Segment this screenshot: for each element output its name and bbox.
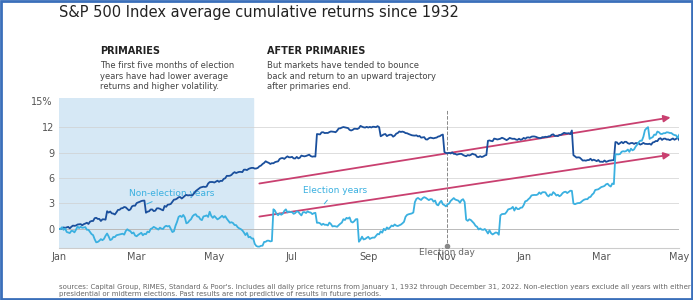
Text: Election day: Election day: [419, 248, 475, 257]
Text: Non-election years: Non-election years: [129, 189, 214, 204]
Text: The first five months of election
years have had lower average
returns and highe: The first five months of election years …: [100, 61, 235, 91]
Text: AFTER PRIMARIES: AFTER PRIMARIES: [267, 46, 365, 56]
Text: S&P 500 Index average cumulative returns since 1932: S&P 500 Index average cumulative returns…: [59, 4, 459, 20]
Text: sources: Capital Group, RIMES, Standard & Poor's. Includes all daily price retur: sources: Capital Group, RIMES, Standard …: [59, 284, 693, 297]
Text: Election years: Election years: [303, 186, 367, 204]
Text: PRIMARIES: PRIMARIES: [100, 46, 161, 56]
Text: But markets have tended to bounce
back and return to an upward trajectory
after : But markets have tended to bounce back a…: [267, 61, 436, 91]
Text: 15%: 15%: [31, 97, 53, 107]
Bar: [59, 98, 253, 247]
